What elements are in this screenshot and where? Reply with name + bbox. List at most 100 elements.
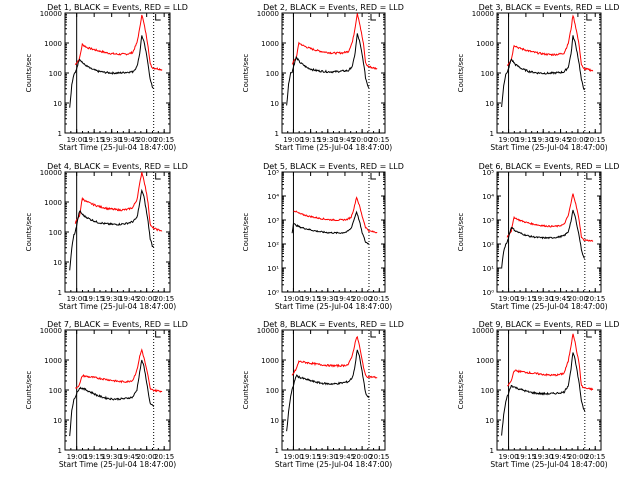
x-tick-label: 19:00 [283,453,303,461]
x-tick-label: 20:00 [352,295,372,303]
x-axis-label: Start Time (25-Jul-04 18:47:00) [275,460,392,469]
x-tick-label: 19:15 [301,136,321,144]
panel-det-6: Det 6, BLACK = Events, RED = LLD 10⁰ 10¹ 10… [457,162,619,311]
panel-title: Det 6, BLACK = Events, RED = LLD [479,162,620,171]
y-axis-label: Counts/sec [242,371,250,410]
panel-det-7: Det 7, BLACK = Events, RED = LLD 1 10 100 10… [25,320,188,469]
panel-title: Det 1, BLACK = Events, RED = LLD [47,3,188,12]
x-tick-label: 19:45 [119,453,139,461]
x-tick-label: 19:30 [318,136,338,144]
x-tick-label: 20:15 [154,453,174,461]
lld-series-line [507,333,594,391]
y-tick-label: 10000 [257,10,279,18]
events-series-line [501,209,586,269]
y-axis-label: Counts/sec [25,213,33,252]
corner-marker [370,14,376,21]
panel-det-3: Det 3, BLACK = Events, RED = LLD 1 10 100 10… [457,3,619,152]
x-axis-label: Start Time (25-Jul-04 18:47:00) [490,460,607,469]
x-tick-label: 19:00 [67,453,87,461]
y-tick-label: 10000 [40,169,62,177]
x-tick-label: 19:15 [301,453,321,461]
y-axis-label: Counts/sec [242,213,250,252]
x-tick-label: 20:00 [352,453,372,461]
panel-title: Det 5, BLACK = Events, RED = LLD [263,162,404,171]
lld-series-line [74,14,163,71]
y-tick-label: 100 [266,387,279,395]
events-series-line [69,35,155,108]
panel-det-1: Det 1, BLACK = Events, RED = LLD 1 10 100 10… [25,3,188,152]
x-tick-label: 20:00 [137,136,157,144]
x-tick-label: 20:00 [137,295,157,303]
lld-series-line [74,171,163,232]
events-series-line [501,35,585,108]
x-tick-label: 20:00 [352,136,372,144]
lld-series-line [506,14,594,72]
x-tick-label: 19:30 [533,453,553,461]
y-tick-label: 10000 [257,327,279,335]
y-tick-label: 1 [275,447,279,455]
y-tick-label: 10¹ [267,265,279,273]
panel-title: Det 8, BLACK = Events, RED = LLD [263,320,404,329]
x-tick-label: 19:30 [102,453,122,461]
events-series-line [286,33,370,106]
x-tick-label: 20:15 [585,453,605,461]
lld-series-line [291,13,378,70]
panel-title: Det 3, BLACK = Events, RED = LLD [479,3,620,12]
x-tick-label: 19:45 [119,295,139,303]
panel-det-5: Det 5, BLACK = Events, RED = LLD 10⁰ 10¹ 10… [242,162,404,311]
y-tick-label: 10 [485,417,494,425]
plot-frame [64,171,171,293]
plot-frame [281,329,386,451]
y-axis-label: Counts/sec [242,54,250,93]
y-tick-label: 10⁴ [482,193,494,201]
y-tick-label: 10000 [40,10,62,18]
y-tick-label: 10⁵ [267,169,279,177]
y-tick-label: 10⁰ [482,289,494,297]
corner-marker [155,14,161,21]
y-tick-label: 1000 [261,357,279,365]
y-tick-label: 10000 [472,10,494,18]
x-tick-label: 19:30 [533,295,553,303]
y-tick-label: 10 [270,100,279,108]
x-tick-label: 19:15 [84,453,104,461]
x-tick-label: 19:45 [550,295,570,303]
corner-marker [155,331,161,338]
y-tick-label: 10 [53,100,62,108]
panel-title: Det 2, BLACK = Events, RED = LLD [263,3,404,12]
x-tick-label: 19:45 [550,453,570,461]
plot-frame [496,329,602,451]
x-tick-label: 20:15 [585,295,605,303]
x-tick-label: 19:30 [102,136,122,144]
x-tick-label: 19:15 [516,295,536,303]
lld-series-line [506,193,594,242]
y-axis-label: Counts/sec [457,54,465,93]
x-axis-label: Start Time (25-Jul-04 18:47:00) [59,460,176,469]
x-tick-label: 20:15 [154,295,174,303]
y-tick-label: 100 [481,387,494,395]
y-tick-label: 10⁰ [267,289,279,297]
x-tick-label: 19:15 [301,295,321,303]
events-series-line [69,359,155,437]
corner-marker [586,14,592,21]
x-tick-label: 20:00 [137,453,157,461]
events-series-line [291,210,370,245]
panel-det-2: Det 2, BLACK = Events, RED = LLD 1 10 100 10… [242,3,404,152]
x-tick-label: 20:15 [154,136,174,144]
x-tick-label: 19:45 [335,295,355,303]
x-tick-label: 19:15 [84,295,104,303]
x-tick-label: 19:45 [119,136,139,144]
events-series-line [501,352,586,436]
x-tick-label: 20:15 [369,295,389,303]
x-tick-label: 19:45 [335,453,355,461]
y-tick-label: 1 [490,130,494,138]
y-tick-label: 100 [266,70,279,78]
x-tick-label: 19:15 [84,136,104,144]
y-tick-label: 100 [49,229,62,237]
x-tick-label: 19:00 [283,136,303,144]
y-tick-label: 1 [490,447,494,455]
x-tick-label: 19:15 [516,453,536,461]
y-tick-label: 10¹ [482,265,494,273]
y-tick-label: 1000 [44,357,62,365]
